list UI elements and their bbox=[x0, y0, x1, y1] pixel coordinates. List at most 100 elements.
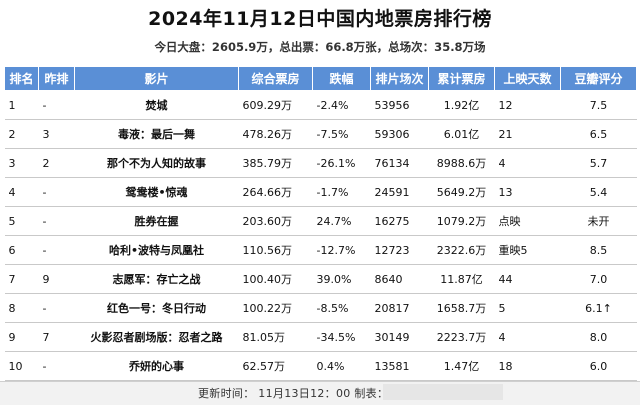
cell-film: 毒液：最后一舞 bbox=[74, 119, 239, 149]
cell-rank: 2 bbox=[4, 119, 39, 149]
market-summary: 今日大盘：2605.9万，总出票：66.8万张，总场次：35.8万场 bbox=[154, 40, 486, 54]
cell-douban-score: 5.4 bbox=[560, 177, 637, 207]
cell-change: -8.5% bbox=[312, 293, 371, 323]
cell-douban-score: 6.1↑ bbox=[560, 293, 637, 323]
header-cumulative: 累计票房 bbox=[428, 66, 495, 91]
cell-shows: 30149 bbox=[370, 322, 429, 352]
cell-prev-rank: - bbox=[38, 206, 75, 236]
cell-change: -2.4% bbox=[312, 90, 371, 120]
header-shows: 排片场次 bbox=[370, 66, 429, 91]
update-time: 更新时间： 11月13日12：00 制表： bbox=[198, 387, 389, 400]
header-change: 跌幅 bbox=[312, 66, 371, 91]
cell-change: 24.7% bbox=[312, 206, 371, 236]
cell-douban-score: 6.5 bbox=[560, 119, 637, 149]
cell-change: -1.7% bbox=[312, 177, 371, 207]
cell-film: 鸳鸯楼•惊魂 bbox=[74, 177, 239, 207]
cell-rank: 4 bbox=[4, 177, 39, 207]
cell-shows: 12723 bbox=[370, 235, 429, 265]
cell-shows: 59306 bbox=[370, 119, 429, 149]
cell-prev-rank: - bbox=[38, 293, 75, 323]
cell-prev-rank: 3 bbox=[38, 119, 75, 149]
cell-total-box-office: 62.57万 bbox=[238, 351, 313, 381]
table-row: 4- 鸳鸯楼•惊魂 264.66万 -1.7% 24591 5649.2万 13 5.4 bbox=[4, 177, 637, 207]
table-row: 3 2 那个不为人知的故事 385.79万 -26.1% 76134 8988.6万 4 5.7 bbox=[4, 148, 637, 178]
cell-days: 13 bbox=[494, 177, 561, 207]
cell-change: -7.5% bbox=[312, 119, 371, 149]
table-row: 10- 乔妍的心事 62.57万 0.4% 13581 1.47亿 18 6.0 bbox=[4, 351, 637, 381]
cell-douban-score: 7.0 bbox=[560, 264, 637, 294]
cell-shows: 20817 bbox=[370, 293, 429, 323]
cell-rank: 7 bbox=[4, 264, 39, 294]
cell-prev-rank: 9 bbox=[38, 264, 75, 294]
cell-change: -34.5% bbox=[312, 322, 371, 352]
cell-rank: 1 bbox=[4, 90, 39, 120]
cell-film: 哈利•波特与凤凰社 bbox=[74, 235, 239, 265]
cell-days: 4 bbox=[494, 148, 561, 178]
cell-prev-rank: - bbox=[38, 177, 75, 207]
table-row: 1- 焚城 609.29万 -2.4% 53956 1.92亿 12 7.5 bbox=[4, 90, 637, 120]
cell-cumulative: 5649.2万 bbox=[428, 177, 495, 207]
cell-days: 点映 bbox=[494, 206, 561, 236]
cell-cumulative: 2322.6万 bbox=[428, 235, 495, 265]
table-row: 9 7 火影忍者剧场版：忍者之路 81.05万 -34.5% 30149 2223.7万 4 8… bbox=[4, 322, 637, 352]
cell-film: 那个不为人知的故事 bbox=[74, 148, 239, 178]
table-row: 5- 胜券在握 203.60万 24.7% 16275 1079.2万 点映 未开 bbox=[4, 206, 637, 236]
cell-total-box-office: 81.05万 bbox=[238, 322, 313, 352]
cell-rank: 5 bbox=[4, 206, 39, 236]
cell-days: 44 bbox=[494, 264, 561, 294]
footer-redaction bbox=[383, 384, 503, 400]
table-row: 7 9 志愿军：存亡之战 100.40万 39.0% 8640 11.87亿 44 7.0 bbox=[4, 264, 637, 294]
cell-shows: 53956 bbox=[370, 90, 429, 120]
cell-total-box-office: 264.66万 bbox=[238, 177, 313, 207]
cell-shows: 8640 bbox=[370, 264, 429, 294]
table-body: 1- 焚城 609.29万 -2.4% 53956 1.92亿 12 7.5 2 3 毒液：最后一舞… bbox=[4, 90, 637, 381]
header-prev-rank: 昨排 bbox=[38, 66, 75, 91]
cell-douban-score: 8.5 bbox=[560, 235, 637, 265]
cell-shows: 16275 bbox=[370, 206, 429, 236]
table-header-row: 排名 昨排 影片 综合票房 跌幅 排片场次 累计票房 上映天数 豆瓣评分 bbox=[4, 66, 637, 91]
cell-film: 焚城 bbox=[74, 90, 239, 120]
cell-rank: 3 bbox=[4, 148, 39, 178]
cell-cumulative: 2223.7万 bbox=[428, 322, 495, 352]
cell-cumulative: 1658.7万 bbox=[428, 293, 495, 323]
cell-days: 18 bbox=[494, 351, 561, 381]
cell-cumulative: 11.87亿 bbox=[428, 264, 495, 294]
table-row: 2 3 毒液：最后一舞 478.26万 -7.5% 59306 6.01亿 21 6.5 bbox=[4, 119, 637, 149]
page-title: 2024年11月12日中国内地票房排行榜 bbox=[148, 8, 492, 30]
cell-cumulative: 6.01亿 bbox=[428, 119, 495, 149]
cell-total-box-office: 203.60万 bbox=[238, 206, 313, 236]
cell-change: 0.4% bbox=[312, 351, 371, 381]
cell-rank: 10 bbox=[4, 351, 39, 381]
cell-rank: 8 bbox=[4, 293, 39, 323]
footer-bar: 更新时间： 11月13日12：00 制表： bbox=[0, 381, 640, 405]
cell-cumulative: 1079.2万 bbox=[428, 206, 495, 236]
cell-prev-rank: - bbox=[38, 351, 75, 381]
cell-shows: 24591 bbox=[370, 177, 429, 207]
cell-total-box-office: 478.26万 bbox=[238, 119, 313, 149]
cell-change: 39.0% bbox=[312, 264, 371, 294]
header-total-box-office: 综合票房 bbox=[238, 66, 313, 91]
cell-days: 重映5 bbox=[494, 235, 561, 265]
header-rank: 排名 bbox=[4, 66, 39, 91]
header-film: 影片 bbox=[74, 66, 239, 91]
cell-cumulative: 1.92亿 bbox=[428, 90, 495, 120]
cell-douban-score: 8.0 bbox=[560, 322, 637, 352]
cell-film: 红色一号：冬日行动 bbox=[74, 293, 239, 323]
cell-rank: 6 bbox=[4, 235, 39, 265]
cell-rank: 9 bbox=[4, 322, 39, 352]
cell-days: 12 bbox=[494, 90, 561, 120]
cell-film: 胜券在握 bbox=[74, 206, 239, 236]
cell-film: 志愿军：存亡之战 bbox=[74, 264, 239, 294]
cell-prev-rank: - bbox=[38, 90, 75, 120]
cell-total-box-office: 100.40万 bbox=[238, 264, 313, 294]
cell-days: 5 bbox=[494, 293, 561, 323]
cell-total-box-office: 110.56万 bbox=[238, 235, 313, 265]
cell-change: -12.7% bbox=[312, 235, 371, 265]
header-days: 上映天数 bbox=[494, 66, 561, 91]
cell-cumulative: 8988.6万 bbox=[428, 148, 495, 178]
cell-cumulative: 1.47亿 bbox=[428, 351, 495, 381]
cell-douban-score: 7.5 bbox=[560, 90, 637, 120]
cell-douban-score: 未开 bbox=[560, 206, 637, 236]
cell-prev-rank: 7 bbox=[38, 322, 75, 352]
